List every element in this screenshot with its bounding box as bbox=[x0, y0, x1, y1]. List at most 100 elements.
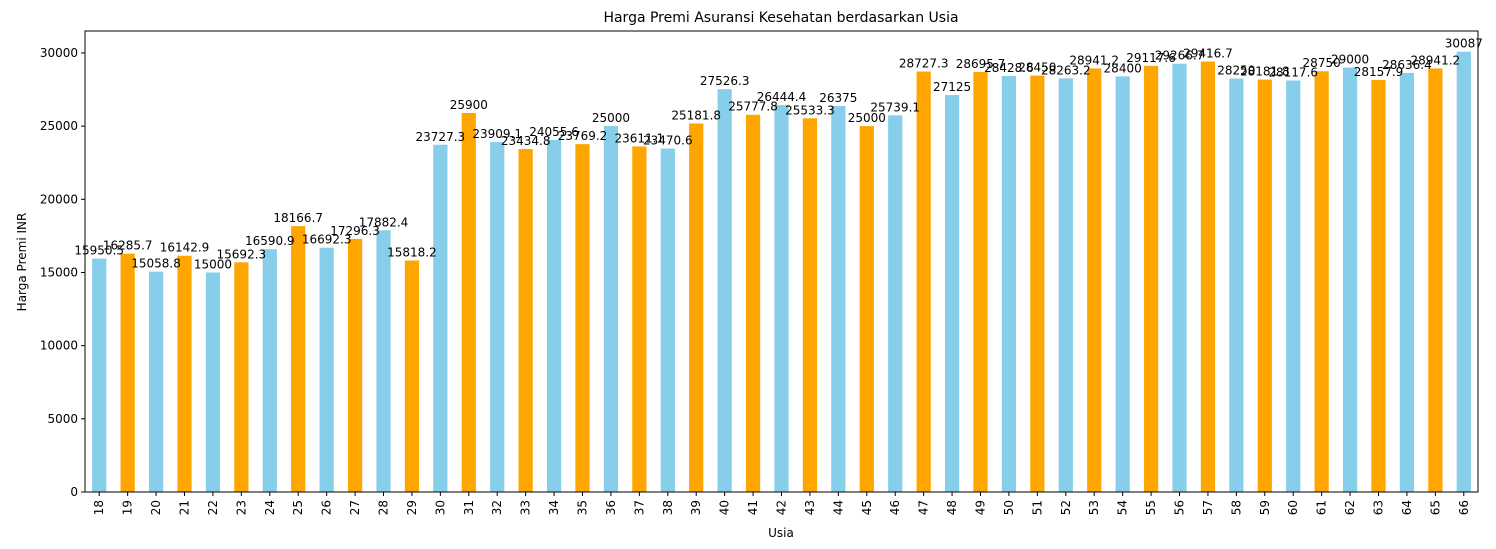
bar bbox=[1143, 65, 1159, 492]
bar bbox=[1456, 51, 1471, 493]
data-label: 26375 bbox=[819, 91, 857, 105]
bar bbox=[632, 146, 647, 492]
x-axis-label: Usia bbox=[768, 526, 794, 540]
data-label: 25533.3 bbox=[785, 103, 835, 117]
data-label: 30087 bbox=[1445, 37, 1483, 51]
data-label: 18166.7 bbox=[273, 211, 323, 225]
bar bbox=[774, 104, 789, 492]
bar bbox=[745, 114, 761, 492]
data-label: 15058.8 bbox=[131, 257, 181, 271]
bar bbox=[1087, 68, 1102, 492]
y-tick-label: 20000 bbox=[40, 192, 78, 206]
data-label: 28727.3 bbox=[899, 57, 949, 71]
x-tick-label: 25 bbox=[291, 500, 305, 515]
bar bbox=[546, 139, 562, 493]
data-label: 28250 bbox=[1217, 64, 1255, 78]
x-tick-label: 29 bbox=[405, 500, 419, 515]
data-label: 28263.2 bbox=[1041, 63, 1091, 77]
bar bbox=[888, 115, 903, 493]
y-axis-label: Harga Premi INR bbox=[15, 213, 29, 312]
bar bbox=[973, 72, 988, 492]
data-label: 29117.6 bbox=[1126, 51, 1176, 65]
data-label: 23470.6 bbox=[643, 134, 693, 148]
bar bbox=[490, 142, 505, 492]
x-tick-label: 37 bbox=[632, 500, 646, 515]
x-tick-label: 41 bbox=[746, 500, 760, 515]
x-tick-label: 27 bbox=[348, 500, 362, 515]
x-tick-label: 39 bbox=[689, 500, 703, 515]
data-label: 28695.7 bbox=[956, 57, 1006, 71]
data-label: 17296.3 bbox=[330, 224, 380, 238]
bar bbox=[262, 249, 277, 492]
x-tick-label: 48 bbox=[945, 500, 959, 515]
bar bbox=[575, 144, 590, 492]
bar bbox=[1342, 67, 1358, 492]
x-tick-label: 61 bbox=[1315, 500, 1329, 515]
bar bbox=[1286, 80, 1301, 492]
x-tick-label: 18 bbox=[92, 500, 106, 515]
x-tick-label: 54 bbox=[1116, 500, 1130, 515]
data-label: 26444.4 bbox=[757, 90, 807, 104]
data-label: 16590.9 bbox=[245, 234, 295, 248]
bar bbox=[433, 144, 448, 492]
data-label: 28450 bbox=[1018, 61, 1056, 75]
bar bbox=[518, 149, 533, 492]
data-label: 28400 bbox=[1104, 61, 1142, 75]
data-label: 29416.7 bbox=[1183, 46, 1233, 60]
y-tick-label: 30000 bbox=[40, 46, 78, 60]
bar bbox=[916, 71, 931, 492]
data-label: 25000 bbox=[848, 111, 886, 125]
x-tick-label: 58 bbox=[1229, 500, 1243, 515]
bar bbox=[1257, 79, 1272, 493]
x-tick-label: 60 bbox=[1286, 500, 1300, 515]
bar bbox=[802, 118, 818, 493]
plot-frame bbox=[84, 30, 1479, 493]
data-label: 16692.3 bbox=[302, 233, 352, 247]
x-tick-label: 50 bbox=[1002, 500, 1016, 515]
x-tick-label: 32 bbox=[490, 500, 504, 515]
x-tick-label: 36 bbox=[604, 500, 618, 515]
x-tick-label: 47 bbox=[917, 500, 931, 515]
y-tick-label: 10000 bbox=[40, 339, 78, 353]
data-label: 29266.7 bbox=[1155, 49, 1205, 63]
x-tick-label: 57 bbox=[1201, 500, 1215, 515]
bar bbox=[291, 226, 306, 493]
x-tick-label: 51 bbox=[1030, 500, 1044, 515]
bar bbox=[944, 95, 960, 493]
data-label: 28157.9 bbox=[1354, 65, 1404, 79]
bar bbox=[1428, 68, 1443, 492]
data-label: 15000 bbox=[194, 257, 232, 271]
x-tick-label: 30 bbox=[433, 500, 447, 515]
bar bbox=[148, 271, 164, 492]
bar bbox=[1314, 71, 1329, 492]
bar bbox=[831, 106, 846, 492]
bar bbox=[1172, 63, 1187, 492]
data-label: 28941.2 bbox=[1411, 53, 1461, 67]
data-label: 28941.2 bbox=[1069, 53, 1119, 67]
data-label: 15950.5 bbox=[74, 244, 124, 258]
x-tick-label: 46 bbox=[888, 500, 902, 515]
bars bbox=[92, 51, 1471, 493]
bar bbox=[461, 112, 476, 492]
data-label: 27125 bbox=[933, 80, 971, 94]
data-label: 25777.8 bbox=[728, 100, 778, 114]
x-tick-label: 35 bbox=[576, 500, 590, 515]
x-tick-label: 49 bbox=[974, 500, 988, 515]
bar bbox=[689, 123, 704, 492]
data-label: 23909.1 bbox=[472, 127, 522, 141]
x-tick-label: 23 bbox=[234, 500, 248, 515]
bar bbox=[660, 148, 675, 492]
data-label: 15692.3 bbox=[217, 247, 267, 261]
x-tick-label: 38 bbox=[661, 500, 675, 515]
x-tick-label: 24 bbox=[263, 500, 277, 515]
data-label: 28636.4 bbox=[1382, 58, 1432, 72]
data-label: 29000 bbox=[1331, 53, 1369, 67]
x-tick-label: 56 bbox=[1173, 500, 1187, 515]
x-tick-label: 59 bbox=[1258, 500, 1272, 515]
y-axis: 0 5000 10000 15000 20000 25000 30000 bbox=[40, 46, 85, 499]
bar bbox=[92, 258, 107, 492]
x-tick-label: 43 bbox=[803, 500, 817, 515]
data-label: 28750 bbox=[1303, 56, 1341, 70]
x-tick-label: 31 bbox=[462, 500, 476, 515]
data-label: 23769.2 bbox=[558, 129, 608, 143]
